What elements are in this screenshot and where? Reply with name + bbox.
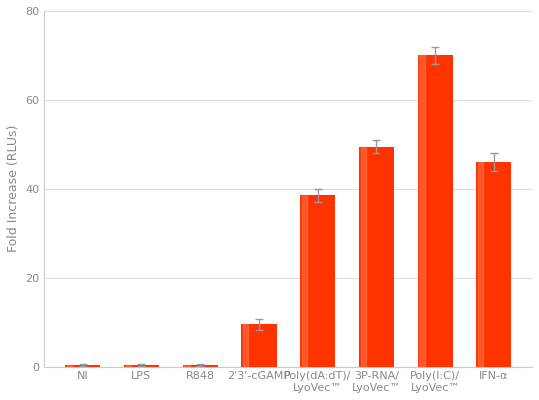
Bar [359, 146, 394, 366]
Bar [67, 365, 72, 366]
Bar [243, 324, 248, 366]
Bar [126, 365, 131, 366]
Bar [65, 365, 100, 366]
Bar [361, 146, 366, 366]
Bar [183, 365, 218, 366]
Bar [302, 196, 307, 366]
Bar [184, 365, 190, 366]
Bar [478, 162, 483, 366]
Y-axis label: Fold Increase (RLUs): Fold Increase (RLUs) [7, 125, 20, 252]
Bar [418, 55, 453, 366]
Bar [419, 55, 425, 366]
Bar [300, 196, 335, 366]
Bar [241, 324, 277, 366]
Bar [124, 365, 159, 366]
Bar [476, 162, 512, 366]
